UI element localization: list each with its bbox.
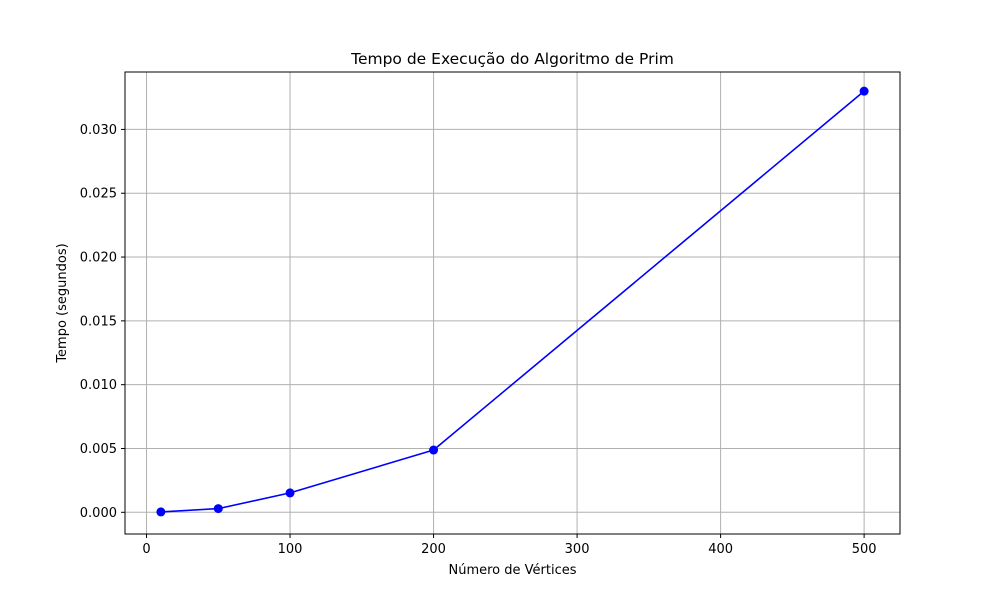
data-point xyxy=(156,507,165,516)
data-point xyxy=(214,504,223,513)
x-tick-label: 400 xyxy=(708,542,733,557)
data-point xyxy=(429,446,438,455)
y-tick-label: 0.005 xyxy=(80,442,117,457)
y-tick-label: 0.010 xyxy=(80,378,117,393)
x-tick-label: 100 xyxy=(278,542,303,557)
y-tick-label: 0.015 xyxy=(80,314,117,329)
x-axis-label: Número de Vértices xyxy=(448,563,576,578)
chart-title: Tempo de Execução do Algoritmo de Prim xyxy=(350,50,674,68)
x-tick-label: 300 xyxy=(565,542,590,557)
y-tick-label: 0.000 xyxy=(80,506,117,521)
y-tick-label: 0.025 xyxy=(80,187,117,202)
y-tick-label: 0.030 xyxy=(80,123,117,138)
data-point xyxy=(860,87,869,96)
y-axis-label: Tempo (segundos) xyxy=(55,243,70,363)
x-tick-label: 0 xyxy=(142,542,150,557)
x-tick-label: 500 xyxy=(852,542,877,557)
data-point xyxy=(286,488,295,497)
y-tick-label: 0.020 xyxy=(80,251,117,266)
x-tick-label: 200 xyxy=(421,542,446,557)
